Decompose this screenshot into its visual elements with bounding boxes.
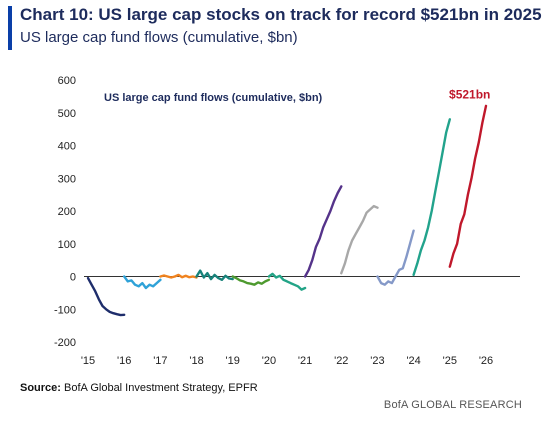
series-line-2018: [195, 269, 234, 281]
x-tick-label: '18: [189, 355, 203, 367]
source-label: Source:: [20, 382, 61, 394]
y-tick-label: 500: [58, 108, 76, 120]
y-tick-label: 200: [58, 206, 76, 218]
series-line-2023: [376, 229, 415, 286]
source-text: BofA Global Investment Strategy, EPFR: [64, 382, 258, 394]
series-line-2017: [159, 273, 198, 279]
x-tick-label: '22: [334, 355, 348, 367]
x-tick-label: '20: [262, 355, 276, 367]
x-tick-label: '21: [298, 355, 312, 367]
series-line-2022: [340, 204, 379, 275]
x-tick-label: '17: [153, 355, 167, 367]
series-line-2020: [267, 272, 307, 291]
series-line-2025: [448, 104, 488, 268]
series-line-2015: [86, 276, 126, 317]
x-tick-label: '26: [479, 355, 493, 367]
y-tick-label: 600: [58, 75, 76, 87]
x-tick-label: '24: [406, 355, 420, 367]
x-axis-labels: '15 '16 '17 '18 '19 '20 '21 '22 '23 '24 '25 '26: [81, 355, 493, 367]
brand-label: BofA GLOBAL RESEARCH: [383, 399, 522, 411]
inner-chart-title: US large cap fund flows (cumulative, $bn…: [104, 92, 323, 104]
series-line-2016: [123, 275, 162, 290]
y-tick-label: 0: [70, 272, 76, 284]
source-note: Source: BofA Global Investment Strategy,…: [20, 382, 258, 394]
x-tick-label: '25: [443, 355, 457, 367]
series-lines: [86, 104, 488, 317]
x-tick-label: '16: [117, 355, 131, 367]
x-tick-label: '19: [226, 355, 240, 367]
y-tick-label: 300: [58, 173, 76, 185]
series-line-2024: [412, 118, 451, 277]
title-accent-bar: [8, 6, 12, 50]
y-tick-label: -100: [54, 304, 76, 316]
annotation-521bn: $521bn: [449, 88, 490, 102]
series-line-2021: [303, 185, 343, 278]
series-line-2019: [231, 275, 271, 286]
y-tick-label: 400: [58, 141, 76, 153]
y-tick-label: -200: [54, 337, 76, 349]
chart-title: Chart 10: US large cap stocks on track f…: [20, 5, 542, 24]
chart-subtitle: US large cap fund flows (cumulative, $bn…: [20, 29, 298, 46]
x-tick-label: '15: [81, 355, 95, 367]
x-tick-label: '23: [370, 355, 384, 367]
fund-flows-chart: 600 500 400 300 200 100 0 -100 -200 '15 '16 '17 '18…: [54, 75, 520, 367]
y-axis-labels: 600 500 400 300 200 100 0 -100 -200: [54, 75, 76, 349]
y-tick-label: 100: [58, 239, 76, 251]
